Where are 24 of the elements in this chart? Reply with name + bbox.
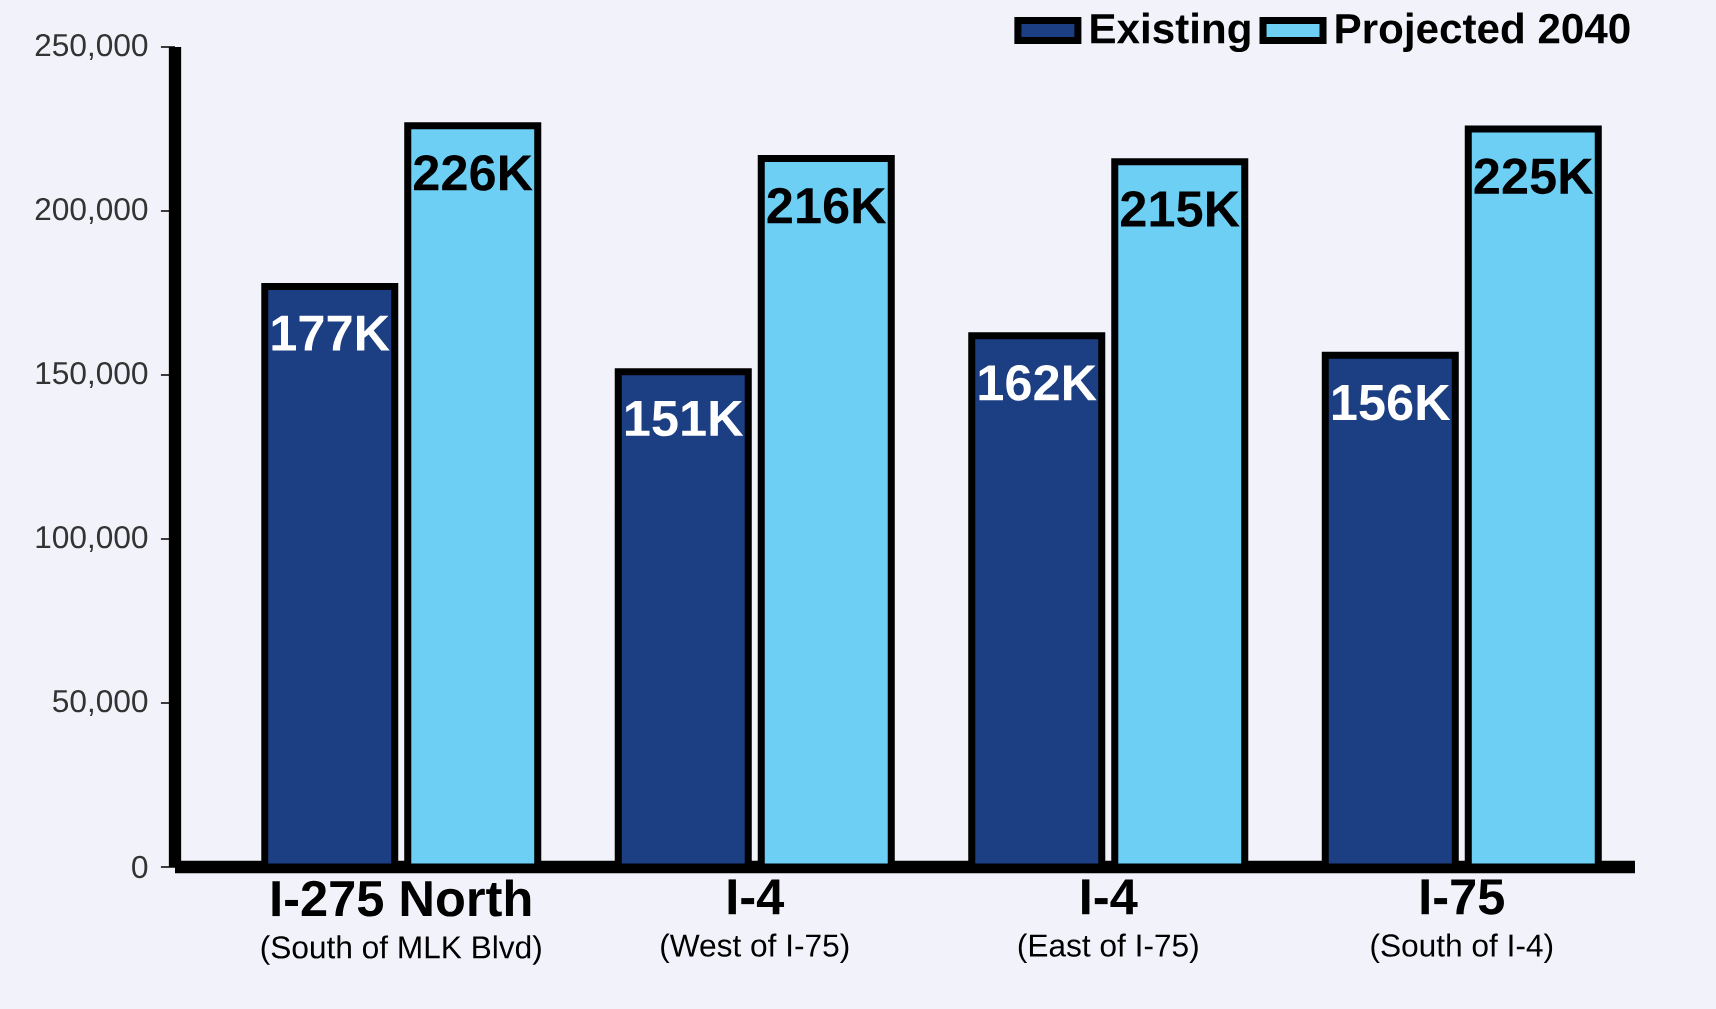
y-tick-label: 200,000: [35, 197, 148, 225]
x-tick-label: I-275 North: [272, 879, 531, 917]
data-label: 177K: [272, 315, 390, 351]
x-tick-label: I-75: [1421, 879, 1504, 915]
data-label: 156K: [1332, 384, 1451, 421]
text: (South of I-4): [1371, 933, 1553, 963]
text: (South of MLK Blvd): [261, 935, 541, 965]
y-tick-label: 100,000: [36, 525, 148, 553]
y-tick-label: 50,000: [53, 689, 148, 717]
y-tick-label: 150,000: [36, 361, 148, 389]
legend-label: Projected 2040: [1336, 12, 1630, 52]
text: (East of I-75): [1018, 933, 1198, 963]
data-label: 226K: [414, 155, 533, 191]
text: (West of I-75): [661, 933, 849, 963]
data-label: 151K: [625, 400, 744, 437]
y-tick-label: 0: [132, 855, 148, 879]
data-label: 215K: [1121, 191, 1240, 227]
y-tick-label: 250,000: [35, 33, 148, 61]
data-label: 162K: [979, 364, 1097, 401]
legend-label: Existing: [1091, 12, 1250, 53]
data-label: 225K: [1474, 158, 1594, 195]
data-label: 216K: [767, 187, 887, 224]
x-tick-label: I-4: [1082, 879, 1138, 915]
x-tick-label: I-4: [728, 879, 785, 915]
